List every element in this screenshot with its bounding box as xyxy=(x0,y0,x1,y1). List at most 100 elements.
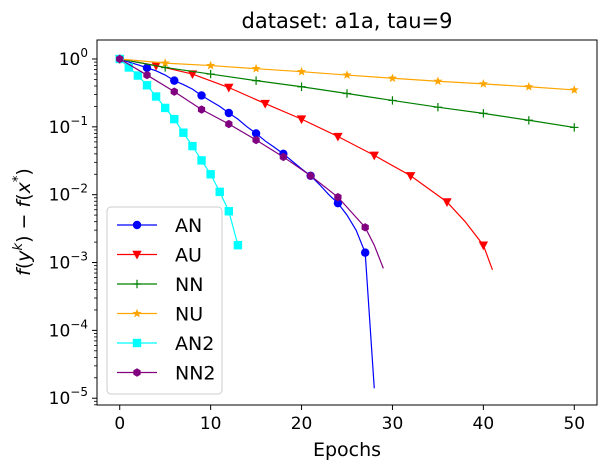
x-tick-label: 10 xyxy=(200,414,222,434)
data-point-nn2 xyxy=(307,171,315,180)
data-point-nu xyxy=(206,60,216,70)
data-point-an xyxy=(170,76,179,85)
x-tick-label: 30 xyxy=(382,414,404,434)
series-nn xyxy=(115,54,579,132)
data-point-an xyxy=(360,248,370,257)
data-point-nn2 xyxy=(252,135,260,145)
data-point-an2 xyxy=(179,128,188,137)
legend-entry-au: AU xyxy=(117,245,202,267)
data-point-an2 xyxy=(197,156,206,165)
y-tick-label: 10−1 xyxy=(49,114,88,138)
data-point-nn2 xyxy=(361,223,369,232)
series-layer xyxy=(115,54,579,389)
legend-label: NU xyxy=(175,304,203,326)
y-axis-ticks: 100 10−1 10−2 10−3 10−4 10−5 xyxy=(49,46,97,409)
data-point-nn2 xyxy=(279,152,287,162)
y-tick-label: 100 xyxy=(59,46,88,70)
data-point-nn2 xyxy=(334,192,342,202)
data-point-nn2 xyxy=(143,70,151,80)
data-point-nn xyxy=(388,96,397,105)
data-point-nn xyxy=(524,116,534,125)
data-point-nn xyxy=(479,109,488,118)
series-line-an xyxy=(119,58,375,389)
legend-label: AN2 xyxy=(175,333,214,355)
x-axis-label: Epochs xyxy=(313,439,381,461)
x-tick-label: 50 xyxy=(563,414,585,434)
data-point-an2 xyxy=(133,71,143,80)
data-point-an2 xyxy=(215,187,224,197)
data-point-an xyxy=(224,108,234,118)
series-nn2 xyxy=(116,54,384,269)
x-axis-ticks: 0 10 20 30 40 50 xyxy=(114,405,585,434)
x-tick-label: 0 xyxy=(114,414,125,434)
data-point-nu xyxy=(569,85,579,94)
legend-entry-nn: NN xyxy=(117,274,203,296)
data-point-au xyxy=(405,172,416,181)
series-an2 xyxy=(115,54,243,250)
data-point-nu xyxy=(387,73,398,83)
legend-marker-au xyxy=(132,250,142,260)
series-au xyxy=(115,55,494,271)
legend-label: AU xyxy=(175,245,202,267)
data-point-an xyxy=(142,63,152,73)
data-point-au xyxy=(296,115,307,125)
data-point-an xyxy=(197,91,206,100)
legend-marker-nu xyxy=(132,308,142,318)
data-point-an2 xyxy=(124,63,134,72)
data-point-au xyxy=(187,70,198,80)
y-tick-label: 10−2 xyxy=(49,182,88,206)
data-point-nu xyxy=(342,70,352,79)
data-point-nn xyxy=(206,69,215,79)
data-point-nn xyxy=(342,89,352,98)
y-tick-label: 10−3 xyxy=(49,250,88,274)
data-point-nn2 xyxy=(225,119,233,129)
data-point-an xyxy=(333,198,343,208)
data-point-an2 xyxy=(160,103,170,113)
data-point-nu xyxy=(433,76,443,86)
data-point-au xyxy=(478,241,489,251)
data-point-au xyxy=(369,151,379,161)
plot-area xyxy=(96,39,598,406)
data-point-au xyxy=(260,99,270,109)
x-tick-label: 40 xyxy=(473,414,495,434)
data-point-an2 xyxy=(151,92,161,101)
data-point-nn xyxy=(251,76,261,85)
legend-marker-an xyxy=(132,220,142,230)
data-point-an2 xyxy=(233,241,243,250)
data-point-an2 xyxy=(188,141,197,151)
series-nu xyxy=(115,54,579,94)
legend-entry-an: AN xyxy=(117,215,202,237)
data-point-nu xyxy=(160,58,170,67)
y-tick-label: 10−5 xyxy=(49,385,88,409)
legend-entry-nu: NU xyxy=(117,304,203,326)
data-point-an2 xyxy=(206,170,215,179)
y-tick-label: 10−4 xyxy=(49,317,88,341)
legend-entry-an2: AN2 xyxy=(117,333,214,355)
data-point-au xyxy=(224,83,234,93)
data-point-an2 xyxy=(142,81,152,90)
data-point-au xyxy=(442,198,452,208)
data-point-au xyxy=(333,132,343,142)
data-point-nn2 xyxy=(197,105,206,114)
data-point-an2 xyxy=(170,114,179,124)
legend-entry-nn2: NN2 xyxy=(117,363,216,385)
data-point-nn2 xyxy=(170,87,178,96)
data-point-nu xyxy=(478,79,488,88)
chart-title: dataset: a1a, tau=9 xyxy=(242,9,453,33)
legend-marker-an2 xyxy=(132,338,142,348)
data-point-nn xyxy=(433,102,443,112)
legend-label: AN xyxy=(175,215,202,237)
legend-label: NN2 xyxy=(175,363,216,385)
data-point-nu xyxy=(524,81,534,91)
data-point-nn xyxy=(297,82,306,91)
legend-marker-nn xyxy=(132,279,142,289)
data-point-nu xyxy=(296,66,307,76)
data-point-nn2 xyxy=(116,54,124,64)
plot-frame xyxy=(96,39,598,406)
data-point-an2 xyxy=(224,207,234,216)
x-tick-label: 20 xyxy=(291,414,313,434)
data-point-an xyxy=(251,129,261,138)
data-point-nu xyxy=(251,63,261,73)
legend: AN AU NN NU AN2 NN2 xyxy=(106,206,223,395)
